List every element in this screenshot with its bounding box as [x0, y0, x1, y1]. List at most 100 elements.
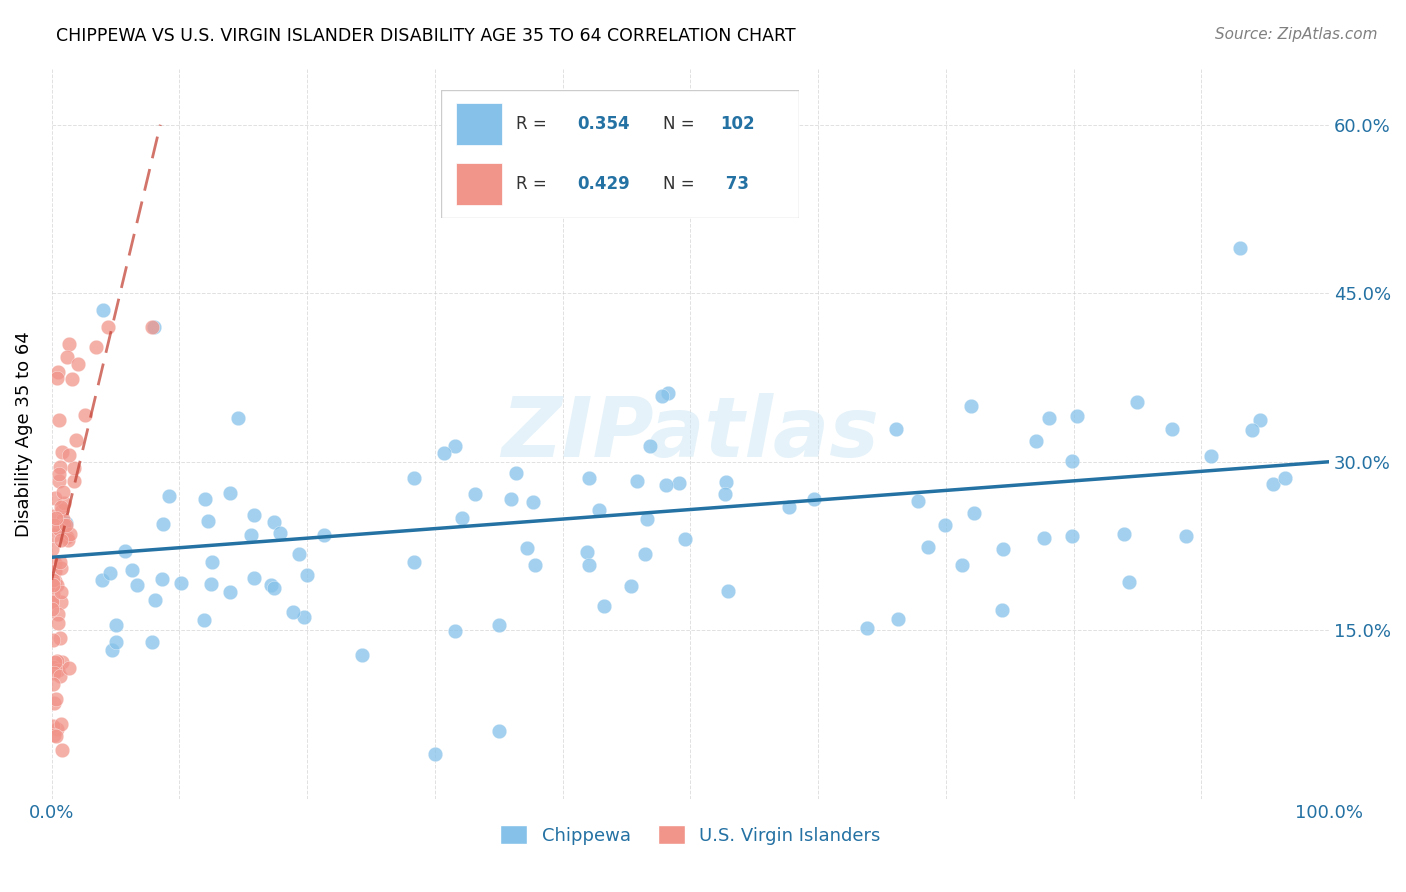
Point	[239, 527, 262, 541]
Point	[45, 371, 67, 385]
Point	[42, 527, 65, 541]
Point	[48, 413, 70, 427]
Point	[44, 491, 66, 506]
Point	[578, 558, 600, 572]
Point	[402, 470, 425, 484]
Point	[49, 632, 72, 646]
Point	[803, 492, 825, 507]
Point	[46, 578, 69, 592]
Point	[423, 747, 446, 761]
Point	[41, 508, 63, 523]
Point	[97, 320, 120, 334]
Point	[1249, 413, 1271, 427]
Point	[450, 511, 472, 525]
Point	[42, 719, 65, 733]
Point	[67, 357, 90, 371]
Point	[263, 581, 285, 595]
Point	[1060, 453, 1083, 467]
Point	[717, 135, 740, 149]
Point	[1240, 423, 1263, 437]
Point	[42, 666, 65, 681]
Point	[201, 555, 224, 569]
Point	[60, 372, 83, 386]
Point	[716, 583, 738, 598]
Point	[242, 571, 264, 585]
Point	[48, 460, 70, 475]
Point	[44, 655, 66, 669]
Point	[295, 567, 318, 582]
Point	[52, 484, 75, 499]
Point	[404, 556, 426, 570]
Point	[588, 503, 610, 517]
Point	[433, 446, 456, 460]
Point	[41, 602, 63, 616]
Point	[620, 579, 643, 593]
Point	[52, 512, 75, 526]
Point	[52, 496, 75, 510]
Point	[48, 615, 70, 630]
Point	[673, 532, 696, 546]
Point	[243, 508, 266, 523]
Point	[963, 506, 986, 520]
Point	[42, 574, 65, 588]
Point	[42, 518, 65, 533]
Point	[1038, 411, 1060, 425]
Point	[1066, 409, 1088, 423]
Point	[917, 541, 939, 555]
Point	[55, 516, 77, 530]
Point	[63, 461, 86, 475]
Point	[121, 563, 143, 577]
Point	[49, 555, 72, 569]
Point	[197, 514, 219, 528]
Point	[281, 605, 304, 619]
Point	[114, 543, 136, 558]
Point	[56, 533, 79, 547]
Point	[48, 467, 70, 482]
Point	[488, 724, 510, 739]
Point	[226, 411, 249, 425]
Point	[49, 561, 72, 575]
Point	[991, 541, 1014, 556]
Point	[55, 530, 77, 544]
Point	[1160, 422, 1182, 436]
Point	[84, 340, 107, 354]
Point	[1199, 450, 1222, 464]
Point	[464, 486, 486, 500]
Point	[522, 495, 544, 509]
Point	[1112, 527, 1135, 541]
Point	[44, 564, 66, 578]
Point	[91, 303, 114, 318]
Point	[636, 512, 658, 526]
Point	[46, 723, 69, 737]
Point	[104, 617, 127, 632]
Point	[44, 556, 66, 570]
Point	[51, 533, 73, 547]
Point	[44, 696, 66, 710]
Point	[42, 728, 65, 742]
Point	[75, 409, 97, 423]
Point	[907, 494, 929, 508]
Point	[444, 439, 467, 453]
Point	[42, 587, 65, 601]
Point	[41, 595, 63, 609]
Point	[46, 607, 69, 622]
Point	[45, 692, 67, 706]
Point	[42, 576, 65, 591]
Point	[45, 654, 67, 668]
Point	[141, 635, 163, 649]
Point	[41, 541, 63, 556]
Point	[634, 548, 657, 562]
Point	[51, 503, 73, 517]
Point	[125, 578, 148, 592]
Point	[499, 491, 522, 506]
Point	[49, 585, 72, 599]
Point	[524, 558, 547, 572]
Point	[1118, 574, 1140, 589]
Point	[49, 500, 72, 515]
Point	[44, 574, 66, 588]
Point	[143, 593, 166, 607]
Point	[651, 389, 673, 403]
Point	[45, 729, 67, 743]
Point	[288, 547, 311, 561]
Point	[263, 515, 285, 529]
